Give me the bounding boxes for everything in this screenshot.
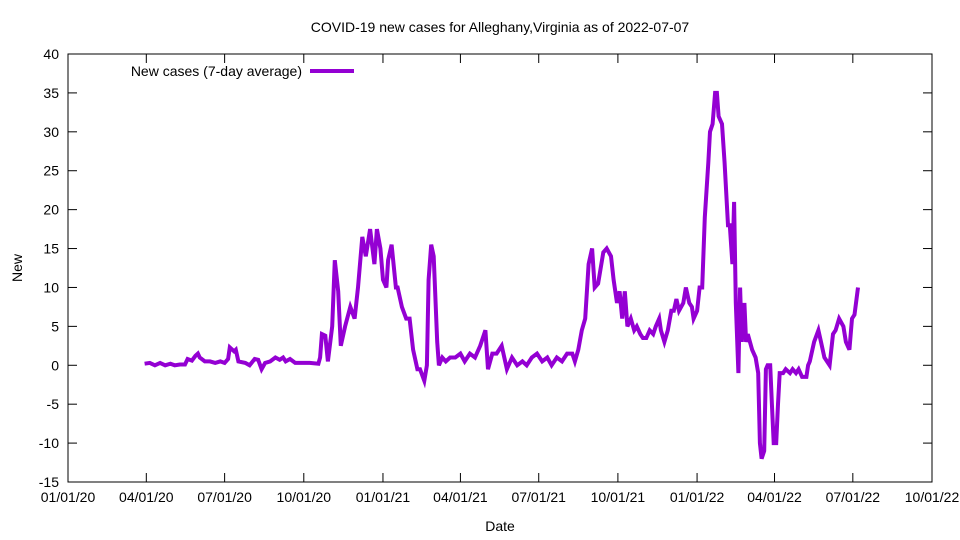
x-tick-label: 07/01/21 xyxy=(511,489,566,505)
y-axis-label: New xyxy=(9,253,25,282)
y-tick-label: 0 xyxy=(51,357,59,373)
y-tick-label: 15 xyxy=(43,241,59,257)
x-tick-label: 01/01/21 xyxy=(356,489,411,505)
x-tick-label: 01/01/20 xyxy=(41,489,96,505)
x-tick-label: 04/01/20 xyxy=(119,489,174,505)
y-tick-label: 20 xyxy=(43,202,59,218)
x-axis: 01/01/20 04/01/20 07/01/20 10/01/20 01/01/21… xyxy=(41,54,960,505)
y-tick-label: -10 xyxy=(39,435,59,451)
y-tick-label: -15 xyxy=(39,474,59,490)
y-tick-label: 5 xyxy=(51,318,59,334)
y-tick-label: 35 xyxy=(43,85,59,101)
chart-title: COVID-19 new cases for Alleghany,Virgini… xyxy=(311,19,690,35)
x-tick-label: 04/01/21 xyxy=(433,489,488,505)
x-tick-label: 04/01/22 xyxy=(747,489,802,505)
x-tick-label: 10/01/22 xyxy=(905,489,960,505)
series-line-new-cases xyxy=(144,90,860,460)
x-tick-label: 10/01/20 xyxy=(277,489,332,505)
y-tick-label: 30 xyxy=(43,124,59,140)
y-axis: -15 -10 -5 0 5 10 15 20 25 30 35 40 xyxy=(39,46,932,490)
x-tick-label: 07/01/22 xyxy=(826,489,881,505)
x-axis-label: Date xyxy=(485,518,515,534)
x-tick-label: 07/01/20 xyxy=(197,489,252,505)
legend: New cases (7-day average) xyxy=(131,63,354,79)
plot-border xyxy=(67,53,933,483)
x-tick-label: 10/01/21 xyxy=(591,489,646,505)
legend-label: New cases (7-day average) xyxy=(131,63,302,79)
y-tick-label: 10 xyxy=(43,279,59,295)
y-tick-label: 40 xyxy=(43,46,59,62)
x-tick-label: 01/01/22 xyxy=(670,489,725,505)
y-tick-label: -5 xyxy=(47,396,60,412)
y-tick-label: 25 xyxy=(43,163,59,179)
